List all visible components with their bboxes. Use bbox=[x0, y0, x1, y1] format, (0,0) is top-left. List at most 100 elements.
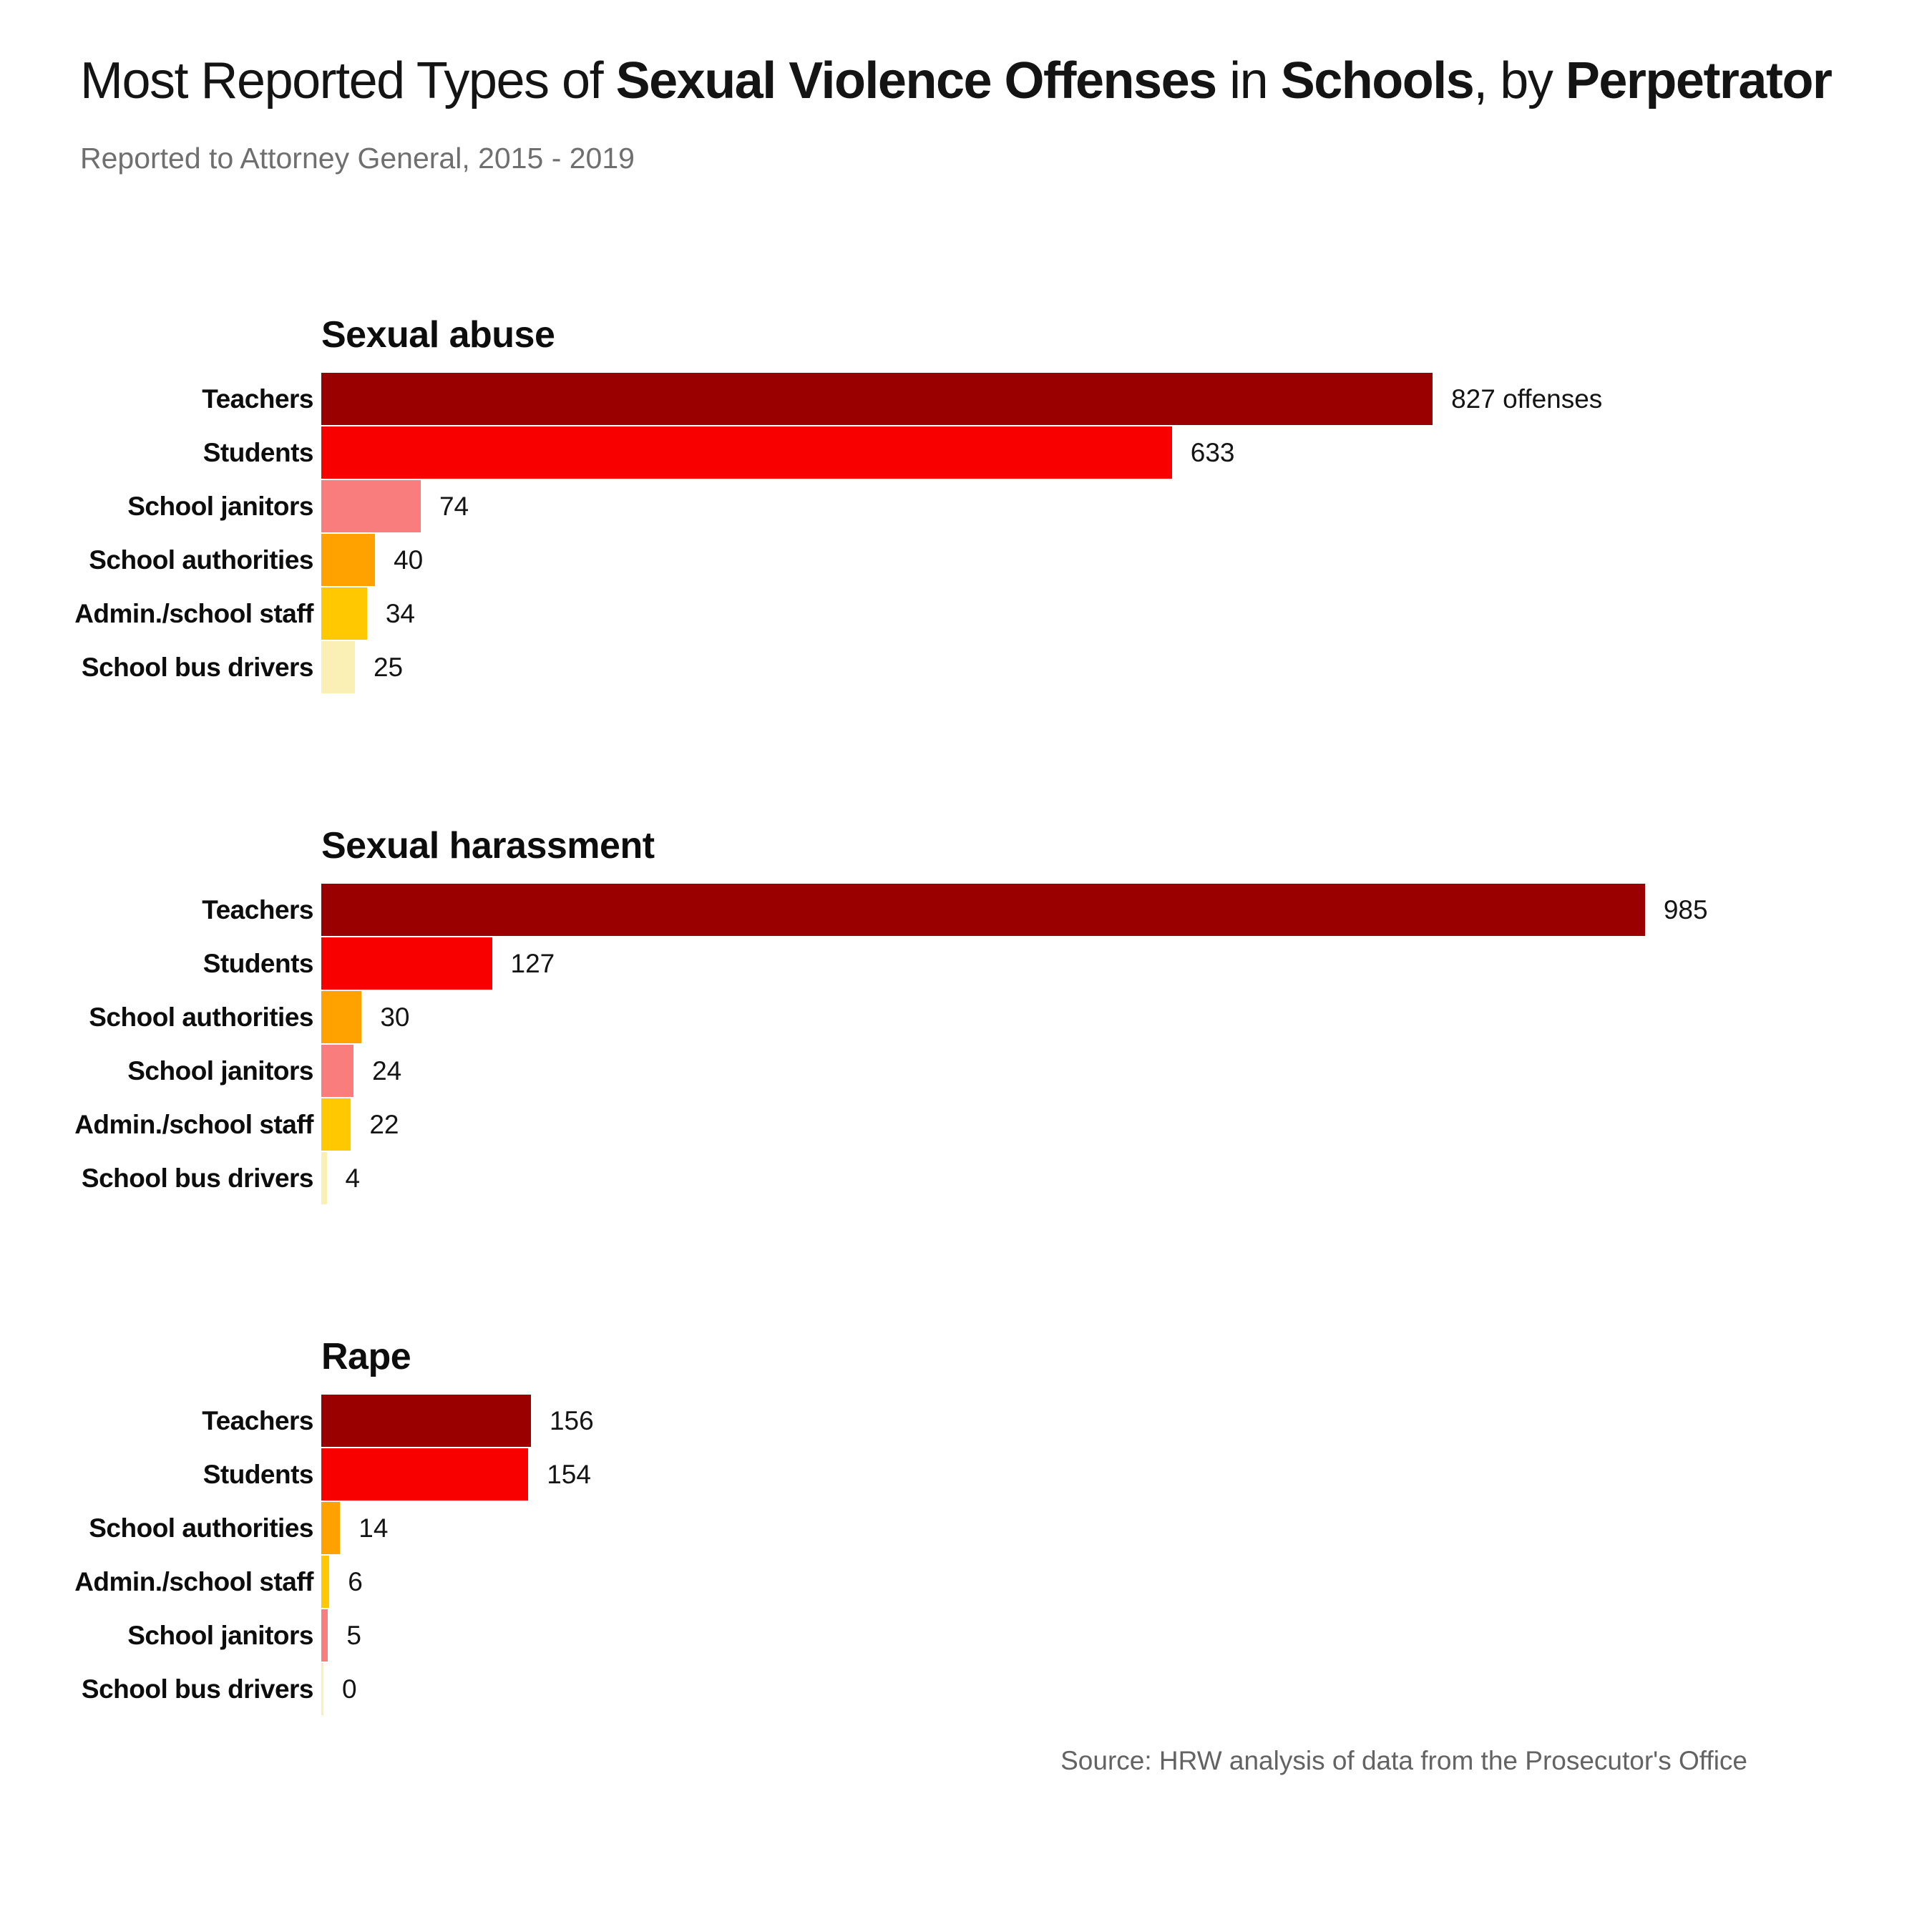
chart-title: Rape bbox=[321, 1336, 411, 1377]
category-label: Admin./school staff bbox=[74, 598, 313, 628]
value-label: 30 bbox=[380, 1002, 410, 1032]
category-label: School authorities bbox=[89, 1513, 313, 1543]
bar-row: School janitors 24 bbox=[0, 1044, 1932, 1098]
bar-track: 74 bbox=[321, 479, 1932, 533]
bar-rows: Teachers 985 Students 127 School authorities… bbox=[0, 883, 1932, 1205]
page-subtitle: Reported to Attorney General, 2015 - 201… bbox=[80, 142, 635, 175]
bar bbox=[321, 937, 492, 990]
bar-track: 127 bbox=[321, 937, 1932, 990]
category-label: Students bbox=[203, 948, 314, 978]
chart-title: Sexual harassment bbox=[321, 825, 655, 867]
bar-row: School bus drivers 25 bbox=[0, 640, 1932, 694]
bar-row: School janitors 74 bbox=[0, 479, 1932, 533]
bar bbox=[321, 641, 355, 694]
bar bbox=[321, 1152, 327, 1205]
category-label: School janitors bbox=[127, 1620, 313, 1650]
bar-row: Students 127 bbox=[0, 937, 1932, 990]
bar bbox=[321, 426, 1172, 479]
value-label: 24 bbox=[372, 1055, 402, 1085]
bar bbox=[321, 1502, 341, 1555]
bar-track: 34 bbox=[321, 587, 1932, 640]
bar-track: 156 bbox=[321, 1394, 1932, 1448]
source-note: Source: HRW analysis of data from the Pr… bbox=[1060, 1746, 1747, 1775]
bar bbox=[321, 1609, 328, 1662]
value-label: 0 bbox=[342, 1674, 357, 1704]
value-label: 25 bbox=[373, 652, 404, 682]
bar-track: 5 bbox=[321, 1609, 1932, 1662]
bar bbox=[321, 587, 367, 640]
bar-track: 154 bbox=[321, 1448, 1932, 1501]
bar-rows: Teachers 827 offenses Students 633 School ja… bbox=[0, 372, 1932, 694]
bar bbox=[321, 991, 362, 1044]
bar bbox=[321, 1556, 330, 1609]
bar-track: 22 bbox=[321, 1098, 1932, 1151]
bar-row: School authorities 40 bbox=[0, 533, 1932, 587]
bar bbox=[321, 373, 1433, 426]
title-segment: , by bbox=[1473, 52, 1566, 109]
chart-title: Sexual abuse bbox=[321, 314, 555, 356]
value-label: 154 bbox=[547, 1459, 591, 1489]
bar-track: 14 bbox=[321, 1501, 1932, 1555]
bar-row: Teachers 827 offenses bbox=[0, 372, 1932, 426]
bar bbox=[321, 1098, 351, 1151]
bar-track: 633 bbox=[321, 426, 1932, 479]
category-label: School bus drivers bbox=[81, 1674, 314, 1704]
value-label: 40 bbox=[394, 545, 424, 575]
value-label: 633 bbox=[1190, 437, 1235, 467]
bar bbox=[321, 884, 1645, 937]
category-label: School bus drivers bbox=[81, 652, 314, 682]
category-label: Teachers bbox=[202, 384, 313, 414]
value-label: 156 bbox=[549, 1405, 594, 1435]
value-label: 34 bbox=[385, 598, 415, 628]
category-label: School bus drivers bbox=[81, 1163, 314, 1193]
value-label: 22 bbox=[369, 1109, 399, 1139]
value-label: 127 bbox=[510, 948, 555, 978]
bar bbox=[321, 1663, 323, 1716]
bar-track: 6 bbox=[321, 1555, 1932, 1609]
bar-rows: Teachers 156 Students 154 School authorities… bbox=[0, 1394, 1932, 1716]
value-label: 827 offenses bbox=[1451, 384, 1603, 414]
bar-row: School bus drivers 0 bbox=[0, 1662, 1932, 1716]
chart-sexual-harassment: Sexual harassment Teachers 985 Students 127… bbox=[0, 824, 1932, 1205]
bar bbox=[321, 534, 376, 587]
bar-row: School authorities 30 bbox=[0, 990, 1932, 1044]
value-label: 5 bbox=[346, 1620, 361, 1650]
bar-track: 4 bbox=[321, 1151, 1932, 1205]
category-label: Students bbox=[203, 1459, 314, 1489]
category-label: Admin./school staff bbox=[74, 1109, 313, 1139]
bar-track: 827 offenses bbox=[321, 372, 1932, 426]
value-label: 4 bbox=[345, 1163, 361, 1193]
bar-row: School bus drivers 4 bbox=[0, 1151, 1932, 1205]
bar-row: Students 154 bbox=[0, 1448, 1932, 1501]
category-label: Teachers bbox=[202, 1405, 313, 1435]
value-label: 74 bbox=[439, 491, 469, 521]
bar-row: Teachers 985 bbox=[0, 883, 1932, 937]
category-label: Admin./school staff bbox=[74, 1566, 313, 1596]
value-label: 985 bbox=[1663, 894, 1708, 924]
bar-track: 25 bbox=[321, 640, 1932, 694]
title-segment: Sexual Violence Offenses bbox=[615, 52, 1218, 109]
category-label: School authorities bbox=[89, 545, 313, 575]
category-label: School authorities bbox=[89, 1002, 313, 1032]
bar-row: Admin./school staff 34 bbox=[0, 587, 1932, 640]
value-label: 6 bbox=[348, 1566, 363, 1596]
bar-row: Admin./school staff 6 bbox=[0, 1555, 1932, 1609]
bar-row: Students 633 bbox=[0, 426, 1932, 479]
category-label: School janitors bbox=[127, 491, 313, 521]
bar-track: 40 bbox=[321, 533, 1932, 587]
category-label: Students bbox=[203, 437, 314, 467]
title-segment: Perpetrator bbox=[1565, 52, 1833, 109]
bar-row: School janitors 5 bbox=[0, 1609, 1932, 1662]
title-segment: Most Reported Types of bbox=[80, 52, 616, 109]
bar-track: 0 bbox=[321, 1662, 1932, 1716]
page-title: Most Reported Types of Sexual Violence O… bbox=[80, 52, 1833, 110]
bar bbox=[321, 480, 421, 533]
chart-rape: Rape Teachers 156 Students 154 School author… bbox=[0, 1335, 1932, 1716]
bar bbox=[321, 1045, 354, 1098]
category-label: Teachers bbox=[202, 894, 313, 924]
bar bbox=[321, 1395, 531, 1448]
bar-track: 985 bbox=[321, 883, 1932, 937]
bar-track: 24 bbox=[321, 1044, 1932, 1098]
title-segment: in bbox=[1216, 52, 1281, 109]
value-label: 14 bbox=[358, 1513, 389, 1543]
